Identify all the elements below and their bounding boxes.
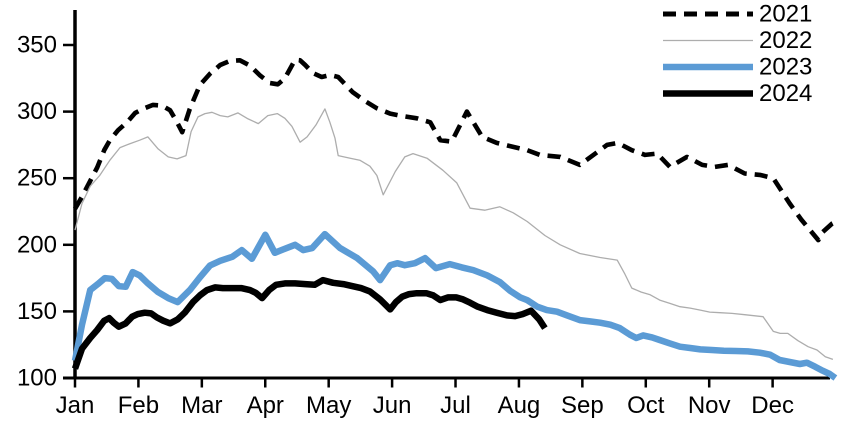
series-2022-line xyxy=(74,108,834,361)
legend-label-2024: 2024 xyxy=(759,80,812,107)
x-axis-label-jan: Jan xyxy=(56,392,95,419)
x-axis-label-mar: Mar xyxy=(181,392,222,419)
legend-item-2023: 2023 xyxy=(663,54,812,81)
x-axis-label-dec: Dec xyxy=(751,392,794,419)
legend-label-2022: 2022 xyxy=(759,27,812,54)
x-axis-label-jun: Jun xyxy=(373,392,412,419)
y-axis-label-300: 300 xyxy=(17,98,57,125)
x-axis-label-feb: Feb xyxy=(118,392,159,419)
y-axis-label-250: 250 xyxy=(17,165,57,192)
y-axis-label-150: 150 xyxy=(17,298,57,325)
legend-label-2021: 2021 xyxy=(759,1,812,28)
legend-item-2021: 2021 xyxy=(663,1,812,28)
x-axis-label-apr: Apr xyxy=(247,392,284,419)
series-2023-line xyxy=(71,230,838,381)
series-2024-line xyxy=(71,276,548,370)
y-axis-label-200: 200 xyxy=(17,231,57,258)
y-axis-label-100: 100 xyxy=(17,365,57,392)
legend-label-2023: 2023 xyxy=(759,54,812,81)
x-axis-label-sep: Sep xyxy=(561,392,604,419)
series-2021-line xyxy=(73,57,836,243)
axes: 100 150 200 250 300 350 Jan Feb Mar Apr May Jun Jul A… xyxy=(17,10,830,419)
legend-item-2024: 2024 xyxy=(663,80,812,107)
x-axis-label-oct: Oct xyxy=(627,392,665,419)
x-axis-label-nov: Nov xyxy=(688,392,731,419)
x-axis-label-aug: Aug xyxy=(498,392,541,419)
x-axis-label-jul: Jul xyxy=(440,392,471,419)
legend-item-2022: 2022 xyxy=(663,27,812,54)
series-lines xyxy=(71,57,838,381)
x-axis-label-may: May xyxy=(306,392,351,419)
y-axis-label-350: 350 xyxy=(17,32,57,59)
